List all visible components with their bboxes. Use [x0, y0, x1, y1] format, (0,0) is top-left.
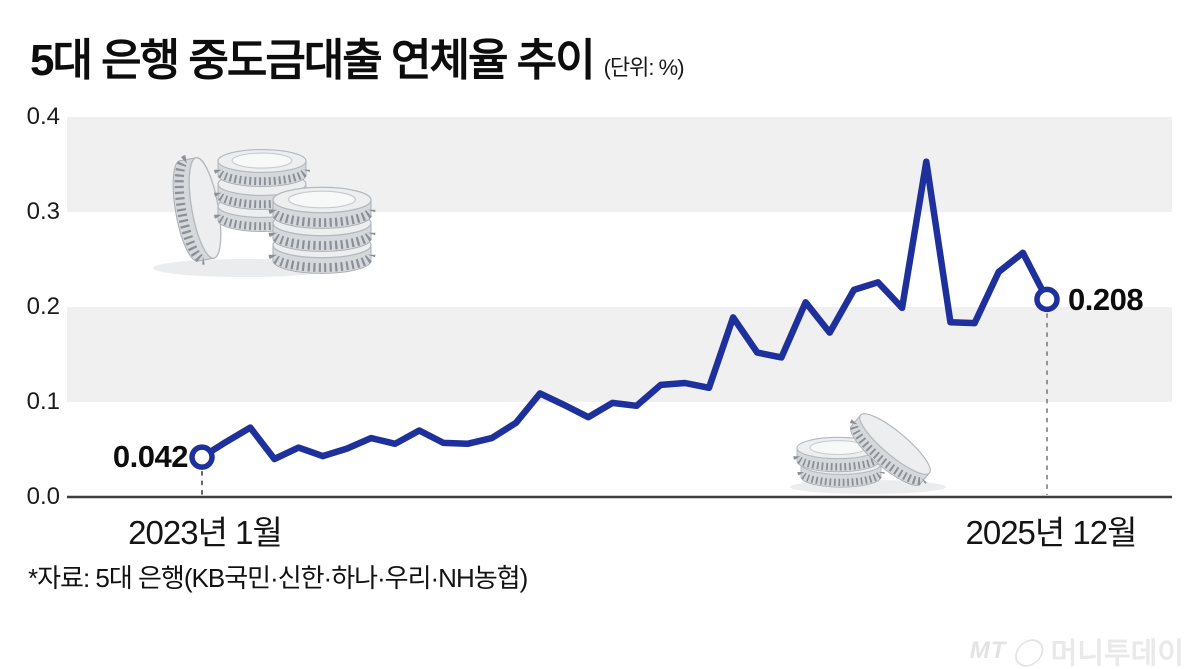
y-tick-0-3: 0.3: [26, 198, 60, 225]
end-value-label: 0.208: [1068, 282, 1144, 317]
moneytoday-watermark: MT ◯ 머니투데이: [970, 630, 1184, 669]
x-tick-start: 2023년 1월: [128, 514, 283, 551]
y-tick-0-4: 0.4: [26, 103, 60, 130]
x-tick-end: 2025년 12월: [965, 514, 1137, 551]
y-tick-0-2: 0.2: [26, 293, 60, 320]
source-footnote: *자료: 5대 은행(KB국민·신한·하나·우리·NH농협): [28, 563, 528, 593]
y-tick-0-1: 0.1: [26, 388, 60, 415]
chart-header: 5대 은행 중도금대출 연체율 추이 (단위: %): [30, 24, 685, 88]
page-title: 5대 은행 중도금대출 연체율 추이: [30, 36, 596, 85]
start-point-marker: [189, 444, 215, 470]
mt-circle-icon: ◯: [1012, 635, 1043, 666]
trend-line: [198, 158, 1051, 463]
unit-label: (단위: %): [603, 55, 685, 80]
end-point-marker: [1034, 286, 1060, 313]
band-01-02: [67, 307, 1172, 402]
coins-illustration-large: [153, 150, 371, 277]
moneytoday-logo-text: 머니투데이: [1050, 638, 1184, 669]
start-value-label: 0.042: [112, 439, 189, 474]
coins-illustration-small: [790, 406, 946, 494]
mt-logo-text: MT: [969, 637, 1007, 664]
y-tick-0-0: 0.0: [26, 483, 60, 510]
